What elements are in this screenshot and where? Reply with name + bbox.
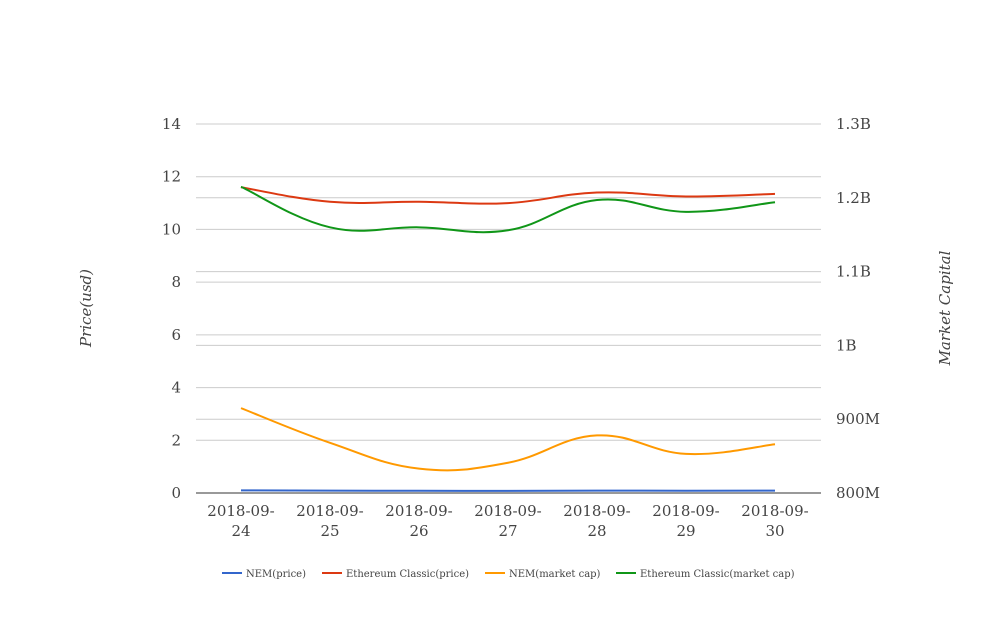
left-tick-labels: 0 2 4 6 8 10 12 14: [162, 115, 181, 502]
right-tick-label: 1.3B: [836, 115, 871, 133]
x-tick-label: 2018-09-28: [563, 502, 630, 540]
right-tick-label: 1.2B: [836, 189, 871, 207]
left-tick-label: 2: [171, 431, 181, 449]
x-tick-label: 2018-09-25: [296, 502, 363, 540]
left-tick-label: 6: [171, 326, 181, 344]
legend-label-nem-market-cap: NEM(market cap): [509, 569, 601, 580]
left-tick-label: 4: [171, 379, 181, 397]
left-tick-label: 14: [162, 115, 181, 133]
grid-right: [196, 123, 821, 420]
series-line-nem-market-cap: [240, 407, 776, 472]
x-tick-label: 2018-09-27: [474, 502, 541, 540]
grid-left: [196, 123, 821, 441]
series-line-ethereum-classic-market-cap: [240, 185, 776, 234]
x-tick-label: 2018-09-29: [652, 502, 719, 540]
right-tick-label: 800M: [836, 484, 880, 502]
right-tick-label: 900M: [836, 410, 880, 428]
left-tick-label: 12: [162, 168, 181, 186]
series-line-nem-price: [240, 489, 776, 492]
left-tick-label: 8: [171, 273, 181, 291]
left-axis-title: Price(usd): [77, 269, 95, 348]
x-tick-labels: 2018-09-24 2018-09-25 2018-09-26 2018-09-27…: [207, 502, 808, 540]
right-axis-title: Market Capital: [936, 250, 954, 366]
legend-label-ethereum-classic-market-cap: Ethereum Classic(market cap): [640, 569, 795, 580]
legend-label-ethereum-classic-price: Ethereum Classic(price): [346, 569, 469, 580]
right-tick-labels: 800M 900M 1B 1.1B 1.2B 1.3B: [836, 115, 880, 502]
legend[interactable]: NEM(price) Ethereum Classic(price) NEM(mar…: [222, 569, 795, 580]
left-tick-label: 0: [171, 484, 181, 502]
right-tick-label: 1B: [836, 336, 857, 354]
x-tick-label: 2018-09-26: [385, 502, 452, 540]
legend-label-nem-price: NEM(price): [246, 569, 306, 580]
x-tick-label: 2018-09-30: [741, 502, 808, 540]
right-tick-label: 1.1B: [836, 263, 871, 281]
series-lines: [240, 185, 776, 492]
x-tick-label: 2018-09-24: [207, 502, 274, 540]
left-tick-label: 10: [162, 220, 181, 238]
series-line-ethereum-classic-price: [240, 186, 776, 205]
